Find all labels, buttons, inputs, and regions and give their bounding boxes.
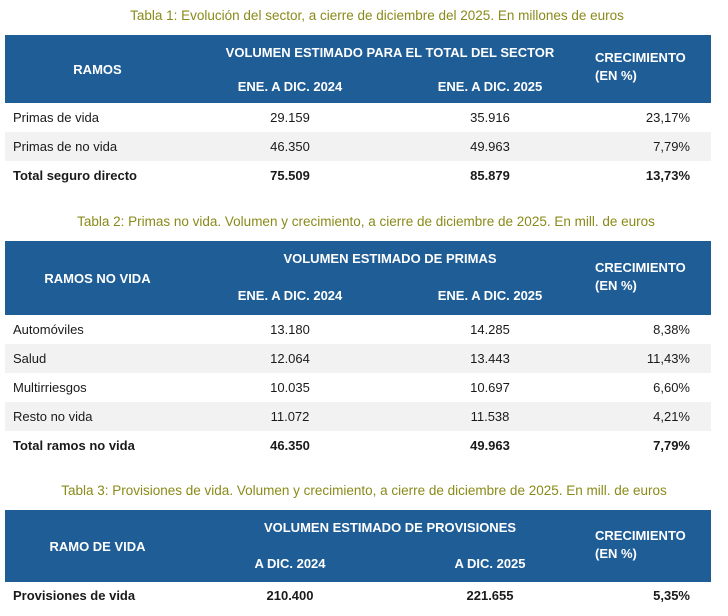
row-crecimiento: 5,35% [653, 588, 690, 603]
table-row: Multirriesgos 10.035 10.697 6,60% [5, 373, 711, 402]
table-row-total: Provisiones de vida 210.400 221.655 5,35… [5, 582, 711, 610]
row-2024: 10.035 [270, 380, 310, 395]
row-2024: 46.350 [270, 438, 310, 453]
row-ramo: Total seguro directo [13, 168, 137, 183]
table1-col-crec-line2: (EN %) [595, 68, 637, 83]
table-row: Primas de vida 29.159 35.916 23,17% [5, 103, 711, 132]
table-row-total: Total seguro directo 75.509 85.879 13,73… [5, 161, 711, 190]
table3-col-ramos: RAMO DE VIDA [49, 538, 146, 554]
row-ramo: Automóviles [13, 322, 84, 337]
table1-col-crecimiento: CRECIMIENTO (EN %) [595, 49, 711, 85]
table1-col-2024: ENE. A DIC. 2024 [237, 79, 343, 94]
row-2025: 49.963 [470, 438, 510, 453]
table2-col-2024: ENE. A DIC. 2024 [237, 288, 343, 303]
table1-caption: Tabla 1: Evolución del sector, a cierre … [130, 8, 624, 23]
table-row: Automóviles 13.180 14.285 8,38% [5, 315, 711, 344]
table2-header: RAMOS NO VIDA VOLUMEN ESTIMADO DE PRIMAS… [5, 241, 711, 315]
row-crecimiento: 8,38% [653, 322, 690, 337]
row-crecimiento: 4,21% [653, 409, 690, 424]
row-ramo: Total ramos no vida [13, 438, 135, 453]
row-crecimiento: 6,60% [653, 380, 690, 395]
row-ramo: Primas de vida [13, 110, 99, 125]
table3-col-2025: A DIC. 2025 [454, 556, 526, 571]
row-ramo: Provisiones de vida [13, 588, 136, 603]
table1-col-crec-line1: CRECIMIENTO [595, 50, 686, 65]
table3-col-crec-line1: CRECIMIENTO [595, 528, 686, 543]
row-2024: 13.180 [270, 322, 310, 337]
row-crecimiento: 11,43% [646, 351, 690, 366]
table3: RAMO DE VIDA VOLUMEN ESTIMADO DE PROVISI… [5, 510, 711, 610]
table2: RAMOS NO VIDA VOLUMEN ESTIMADO DE PRIMAS… [5, 241, 711, 460]
row-ramo: Resto no vida [13, 409, 93, 424]
row-2025: 85.879 [470, 168, 510, 183]
row-crecimiento: 23,17% [645, 110, 690, 125]
row-2025: 10.697 [470, 380, 510, 395]
row-2025: 35.916 [470, 110, 510, 125]
table1: RAMOS VOLUMEN ESTIMADO PARA EL TOTAL DEL… [5, 35, 711, 190]
table2-col-crec-line1: CRECIMIENTO [595, 260, 686, 275]
row-ramo: Salud [13, 351, 47, 366]
row-ramo: Primas de no vida [13, 139, 118, 154]
row-2024: 46.350 [270, 139, 310, 154]
table1-col-ramos: RAMOS [73, 61, 122, 77]
row-2025: 11.538 [470, 409, 510, 424]
table-row: Primas de no vida 46.350 49.963 7,79% [5, 132, 711, 161]
row-crecimiento: 13,73% [645, 168, 690, 183]
table3-header: RAMO DE VIDA VOLUMEN ESTIMADO DE PROVISI… [5, 510, 711, 582]
row-2024: 11.072 [270, 409, 310, 424]
table2-col-crecimiento: CRECIMIENTO (EN %) [595, 259, 711, 295]
row-2025: 14.285 [470, 322, 510, 337]
table3-caption: Tabla 3: Provisiones de vida. Volumen y … [61, 483, 667, 498]
table1-col-2025: ENE. A DIC. 2025 [437, 79, 543, 94]
row-2024: 12.064 [270, 351, 310, 366]
table2-col-crec-line2: (EN %) [595, 278, 637, 293]
table-row-total: Total ramos no vida 46.350 49.963 7,79% [5, 431, 711, 460]
row-crecimiento: 7,79% [653, 139, 690, 154]
row-2024: 29.159 [270, 110, 310, 125]
table1-col-volumen: VOLUMEN ESTIMADO PARA EL TOTAL DEL SECTO… [225, 45, 555, 60]
table2-caption: Tabla 2: Primas no vida. Volumen y creci… [77, 214, 655, 229]
table-row: Salud 12.064 13.443 11,43% [5, 344, 711, 373]
table-row: Resto no vida 11.072 11.538 4,21% [5, 402, 711, 431]
table2-col-volumen: VOLUMEN ESTIMADO DE PRIMAS [283, 251, 497, 266]
row-2025: 221.655 [466, 588, 514, 603]
row-2024: 75.509 [270, 168, 310, 183]
table1-header: RAMOS VOLUMEN ESTIMADO PARA EL TOTAL DEL… [5, 35, 711, 103]
row-crecimiento: 7,79% [653, 438, 690, 453]
table2-col-ramos: RAMOS NO VIDA [44, 270, 151, 286]
table2-col-2025: ENE. A DIC. 2025 [437, 288, 543, 303]
row-2025: 49.963 [470, 139, 510, 154]
table3-col-volumen: VOLUMEN ESTIMADO DE PROVISIONES [263, 520, 517, 535]
table3-col-2024: A DIC. 2024 [254, 556, 326, 571]
row-2025: 13.443 [470, 351, 510, 366]
row-ramo: Multirriesgos [13, 380, 87, 395]
table3-col-crec-line2: (EN %) [595, 546, 637, 561]
row-2024: 210.400 [266, 588, 314, 603]
table3-col-crecimiento: CRECIMIENTO (EN %) [595, 527, 711, 563]
